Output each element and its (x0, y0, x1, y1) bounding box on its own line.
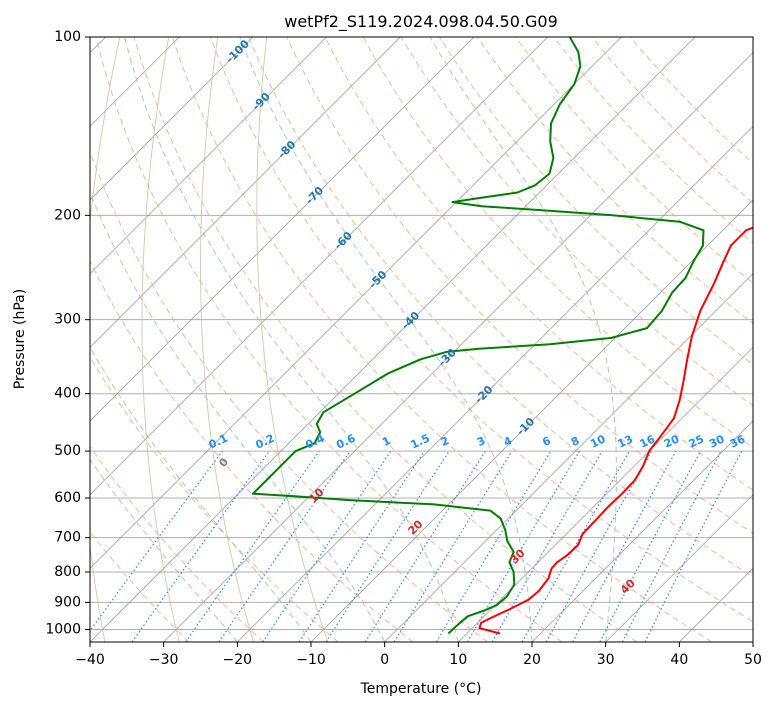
mixing-ratio-line (435, 450, 552, 642)
mixing-ratio-line (325, 450, 450, 642)
x-tick-label: −20 (223, 652, 253, 668)
dry-adiabat-line (400, 37, 753, 407)
mixing-ratio-line (90, 450, 223, 632)
y-tick-label: 1000 (45, 621, 81, 637)
axes: −40 −30 −20 −10 0 10 20 30 40 50 100 200 300 400 500 60… (45, 29, 762, 668)
mixing-ratio-line (393, 450, 513, 642)
mixing-ratio-line (491, 450, 603, 642)
y-axis-label: Pressure (hPa) (12, 289, 28, 389)
isotherm-line (237, 125, 753, 642)
isotherm-line (531, 420, 753, 642)
isotherm-line (90, 37, 622, 569)
moist-adiabat-line (124, 37, 459, 642)
y-tick-label: 400 (54, 386, 81, 402)
isotherm-line (163, 52, 753, 642)
isotherm-line (90, 37, 401, 348)
mixing-ratio-label: 13 (616, 433, 635, 451)
dry-adiabat-line (362, 37, 753, 449)
mixing-ratio-line (364, 450, 486, 642)
isotherm-line (90, 37, 254, 201)
dry-adiabat-line (210, 37, 753, 623)
x-axis-label: Temperature (°C) (360, 681, 482, 697)
isotherm-line (90, 37, 327, 275)
dry-adiabat-line (133, 37, 638, 642)
dry-adiabat-line (95, 37, 563, 642)
x-tick-label: 10 (449, 652, 467, 668)
x-tick-label: 20 (523, 652, 541, 668)
ice-line (141, 37, 180, 642)
plot-frame (89, 36, 754, 643)
x-tick-label: −40 (75, 652, 105, 668)
y-tick-label: 200 (54, 207, 81, 223)
y-tick-label: 500 (54, 443, 81, 459)
isotherm-line (605, 494, 753, 642)
moist-adiabat-line (90, 190, 386, 642)
dry-adiabat-line (629, 37, 753, 165)
isotherm-line (90, 37, 548, 496)
x-tick-label: 0 (380, 652, 389, 668)
dry-adiabat-line (324, 37, 753, 491)
profile-lines (252, 37, 753, 635)
ice-line (256, 37, 329, 642)
isotherm-line (752, 641, 753, 642)
mixing-ratio-label: 16 (638, 432, 658, 450)
y-tick-label: 100 (54, 29, 81, 45)
plot-background (90, 37, 753, 642)
mixing-ratio-label: 10 (588, 432, 608, 450)
dry-adiabat-line (248, 37, 753, 578)
moist-adiabat-line (90, 458, 238, 642)
y-tick-label: 300 (54, 312, 81, 328)
y-tick-label: 700 (54, 530, 81, 546)
mixing-ratio-line (218, 450, 351, 642)
dry-adiabat-line (591, 37, 753, 204)
mixing-ratio-label: 30 (707, 432, 727, 450)
dry-adiabat-line (515, 37, 753, 284)
mixing-ratio-label: 20 (662, 432, 682, 450)
x-tick-label: 40 (670, 652, 688, 668)
isotherm-line (458, 346, 753, 642)
x-tick-label: −30 (149, 652, 179, 668)
ice-line (90, 37, 121, 642)
mixing-ratio-label: 25 (687, 433, 706, 451)
mixing-ratio-line (131, 450, 270, 642)
y-tick-label: 600 (54, 490, 81, 506)
y-tick-label: 900 (54, 594, 81, 610)
x-tick-label: 30 (597, 652, 615, 668)
x-tick-label: −10 (296, 652, 326, 668)
moist-adiabat-line (429, 37, 617, 642)
x-tick-label: 50 (744, 652, 762, 668)
y-tick-label: 800 (54, 564, 81, 580)
mixing-ratio-label: 36 (728, 432, 748, 450)
ice-line (200, 37, 254, 642)
dry-adiabat-line (171, 37, 712, 642)
mixing-ratio-line (185, 450, 320, 642)
chart-title: wetPf2_S119.2024.098.04.50.G09 (284, 12, 558, 32)
isotherm-line (90, 37, 475, 422)
mixing-ratio-line (521, 450, 631, 642)
temperature-line (478, 226, 753, 635)
mixing-ratio-line (572, 450, 677, 642)
background-lines (90, 37, 753, 642)
dry-adiabat-line (477, 37, 753, 325)
dewpoint-line (252, 37, 705, 635)
dry-adiabat-line (90, 445, 264, 642)
isotherm-line (384, 273, 753, 642)
moist-adiabat-line (90, 346, 312, 642)
isotherm-line (90, 37, 696, 642)
